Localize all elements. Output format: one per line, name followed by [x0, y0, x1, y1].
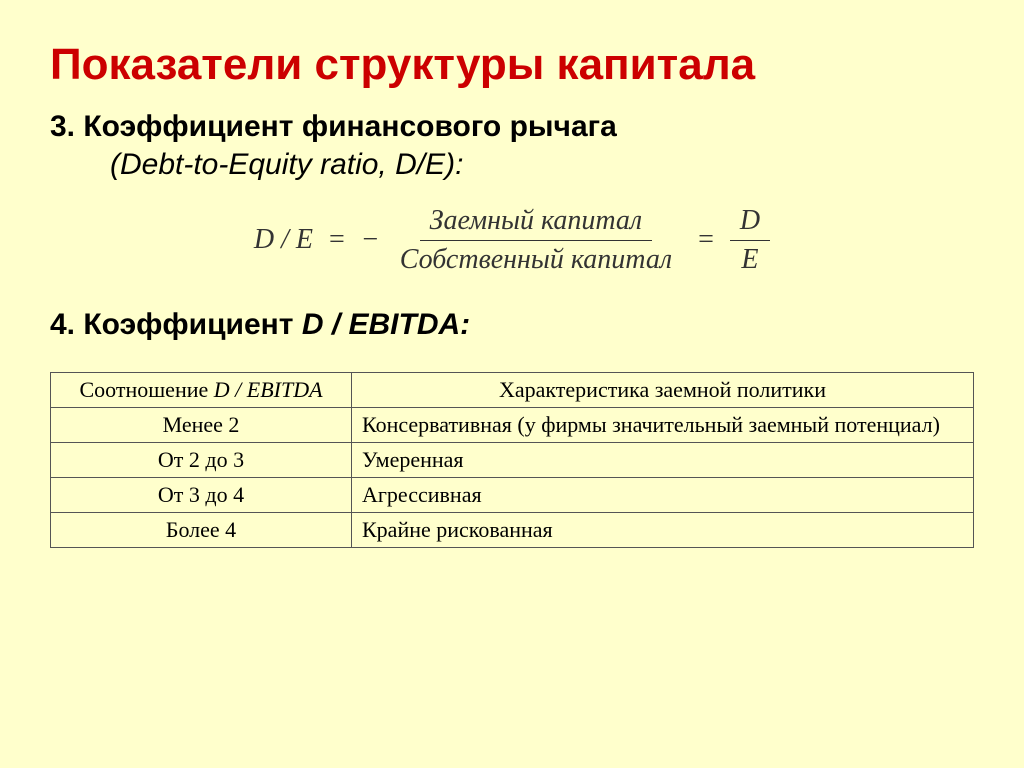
table-header-row: Соотношение D / EBITDA Характеристика за… [51, 373, 974, 408]
table-row: От 2 до 3 Умеренная [51, 443, 974, 478]
table-cell: Агрессивная [352, 478, 974, 513]
table-cell: От 3 до 4 [51, 478, 352, 513]
fraction-1: Заемный капитал Собственный капитал [390, 202, 682, 278]
table-cell: От 2 до 3 [51, 443, 352, 478]
equals-sign-2: = [692, 224, 720, 256]
fraction-2-numerator: D [730, 202, 770, 241]
table-row: От 3 до 4 Агрессивная [51, 478, 974, 513]
ebitda-table: Соотношение D / EBITDA Характеристика за… [50, 372, 974, 548]
table-col-2-header: Характеристика заемной политики [352, 373, 974, 408]
col1-italic: D / EBITDA [214, 377, 323, 402]
table-cell: Более 4 [51, 513, 352, 548]
slide-container: Показатели структуры капитала 3. Коэффиц… [0, 0, 1024, 578]
table-cell: Умеренная [352, 443, 974, 478]
equals-sign: = [323, 224, 351, 256]
page-title: Показатели структуры капитала [50, 40, 974, 90]
section-3-heading: 3. Коэффициент финансового рычага [50, 110, 974, 144]
fraction-2-denominator: E [731, 241, 768, 279]
section-4-heading: 4. Коэффициент D / EBITDA: [50, 308, 974, 342]
fraction-2: D E [730, 202, 770, 278]
table-cell: Крайне рискованная [352, 513, 974, 548]
fraction-1-denominator: Собственный капитал [390, 241, 682, 279]
section-4-prefix: 4. Коэффициент [50, 308, 302, 341]
section-4-italic: D / EBITDA: [302, 308, 470, 341]
col1-prefix: Соотношение [79, 377, 213, 402]
formula-lhs: D / E [254, 224, 313, 256]
table-row: Более 4 Крайне рискованная [51, 513, 974, 548]
table-row: Менее 2 Консервативная (у фирмы значител… [51, 408, 974, 443]
fraction-1-numerator: Заемный капитал [420, 202, 653, 241]
table-col-1-header: Соотношение D / EBITDA [51, 373, 352, 408]
debt-equity-formula: D / E = − Заемный капитал Собственный ка… [254, 202, 770, 278]
table-cell: Консервативная (у фирмы значительный зае… [352, 408, 974, 443]
negative-sign: − [361, 224, 380, 256]
section-3-subheading: (Debt-to-Equity ratio, D/E): [110, 148, 974, 182]
table-cell: Менее 2 [51, 408, 352, 443]
formula-container: D / E = − Заемный капитал Собственный ка… [50, 202, 974, 278]
